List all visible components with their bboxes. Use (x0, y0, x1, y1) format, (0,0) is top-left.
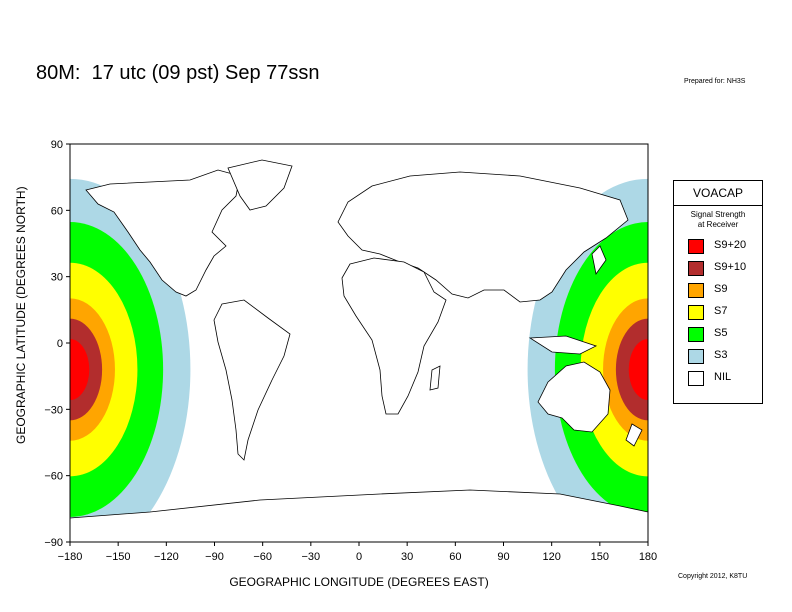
legend-swatch (688, 283, 704, 298)
legend-swatch (688, 261, 704, 276)
continent-greenland (227, 159, 293, 211)
continent-south-america (213, 299, 291, 461)
legend-item: NIL (674, 368, 762, 390)
y-tick-label: −90 (44, 537, 63, 549)
legend-label: S3 (714, 349, 728, 361)
legend-rows: S9+20 S9+10 S9 S7 S5 S3 NIL (674, 236, 762, 390)
legend-swatch (688, 327, 704, 342)
x-tick-label: −180 (58, 551, 83, 563)
x-tick-label: 180 (639, 551, 657, 563)
map-title: 80M: 17 utc (09 pst) Sep 77ssn (36, 62, 320, 84)
x-tick-label: −60 (253, 551, 272, 563)
x-tick-label: −120 (154, 551, 179, 563)
x-tick-label: 0 (356, 551, 362, 563)
y-tick-label: −30 (44, 404, 63, 416)
x-tick-label: 150 (591, 551, 609, 563)
legend-item: S9 (674, 280, 762, 302)
continents (70, 159, 648, 542)
y-tick-label: 60 (51, 205, 63, 217)
x-tick-label: −30 (301, 551, 320, 563)
legend-item: S3 (674, 346, 762, 368)
legend-item: S5 (674, 324, 762, 346)
legend-item: S9+10 (674, 258, 762, 280)
continent-indonesia (528, 335, 598, 355)
prepared-for-note: Prepared for: NH3S (684, 78, 746, 85)
x-axis-label: GEOGRAPHIC LONGITUDE (DEGREES EAST) (229, 575, 489, 589)
continent-antarctica (70, 489, 648, 542)
axis-ticks: 90 60 30 0 −30 −60 −90 −180 −150 −120 −90 −60 −30 0 30… (44, 139, 657, 563)
x-tick-label: 90 (497, 551, 509, 563)
legend-item: S7 (674, 302, 762, 324)
continent-eurasia (337, 171, 629, 303)
legend-label: S7 (714, 305, 728, 317)
x-tick-label: −90 (205, 551, 224, 563)
continent-new-zealand (625, 423, 643, 447)
legend-label: S9+10 (714, 261, 747, 273)
x-tick-label: 120 (542, 551, 560, 563)
continent-japan (591, 245, 607, 275)
legend-title: VOACAP (674, 181, 762, 206)
y-axis-label: GEOGRAPHIC LATITUDE (DEGREES NORTH) (14, 186, 28, 444)
coverage-band-s9plus20-east (628, 339, 648, 401)
legend-subtitle: Signal Strength at Receiver (674, 210, 762, 230)
continent-madagascar (429, 365, 441, 391)
x-tick-label: −150 (106, 551, 131, 563)
legend-swatch (688, 371, 704, 386)
continent-africa (341, 257, 447, 415)
copyright-note: Copyright 2012, K8TU (678, 573, 748, 580)
y-tick-label: 0 (57, 338, 63, 350)
legend-label: S9 (714, 283, 728, 295)
legend-swatch (688, 305, 704, 320)
x-tick-label: 60 (449, 551, 461, 563)
continent-north-america (85, 169, 241, 297)
legend-label: NIL (714, 371, 732, 383)
legend-panel: VOACAP Signal Strength at Receiver S9+20… (673, 180, 763, 404)
legend-subtitle-line2: at Receiver (697, 220, 739, 229)
y-tick-label: 30 (51, 272, 63, 284)
legend-swatch (688, 349, 704, 364)
legend-subtitle-line1: Signal Strength (690, 210, 746, 219)
continent-australia (537, 361, 611, 433)
legend-swatch (688, 239, 704, 254)
y-tick-label: 90 (51, 139, 63, 151)
legend-item: S9+20 (674, 236, 762, 258)
x-tick-label: 30 (401, 551, 413, 563)
legend-label: S9+20 (714, 239, 747, 251)
legend-label: S5 (714, 327, 728, 339)
y-tick-label: −60 (44, 471, 63, 483)
coverage-band-s9plus20-west (70, 339, 90, 401)
